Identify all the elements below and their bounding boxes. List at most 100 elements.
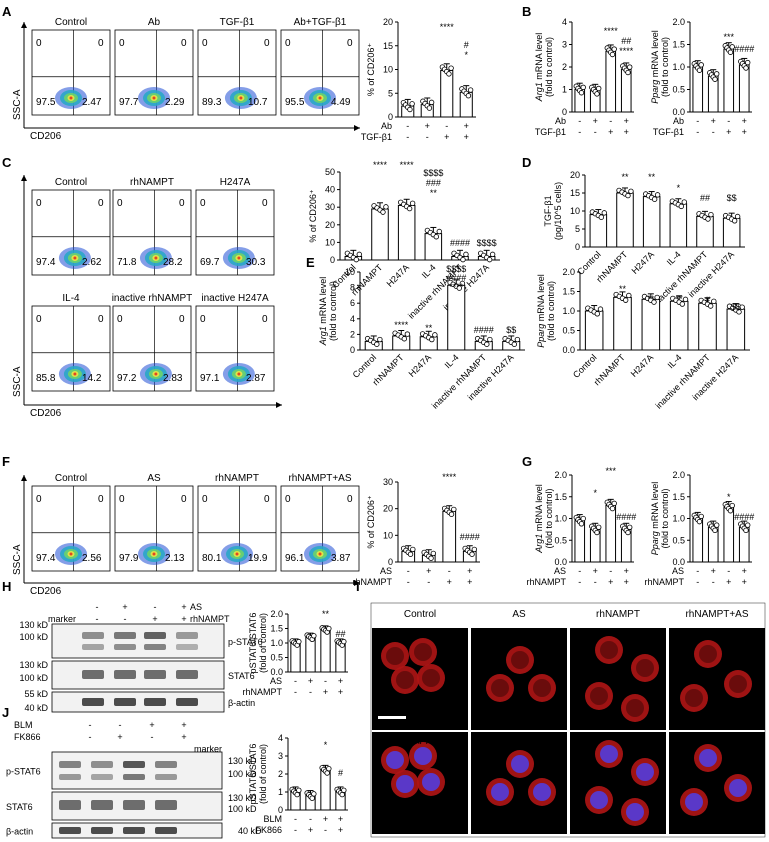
y-tick-label: 0.5 — [270, 653, 283, 663]
data-point — [743, 527, 749, 534]
data-point — [326, 765, 332, 772]
y-tick-label: 1.0 — [270, 638, 283, 648]
density-blob — [239, 96, 243, 100]
density-blob — [154, 372, 158, 376]
data-point — [401, 336, 408, 342]
lane-sign: - — [89, 720, 92, 730]
condition-row-label: rhNAMPT — [352, 577, 392, 587]
panel-letter-d: D — [522, 155, 531, 170]
flow-title: inactive H247A — [201, 293, 269, 304]
category-label: H247A — [630, 249, 657, 276]
quadrant-ll-value: 97.1 — [200, 373, 220, 384]
condition-sign: + — [624, 127, 629, 137]
data-point — [430, 550, 437, 557]
condition-sign: + — [711, 566, 716, 576]
significance-mark: ** — [647, 294, 655, 304]
significance-mark: # — [705, 295, 710, 305]
flow-plot-f-4: rhNAMPT+AS 0 0 96.1 3.87 — [280, 473, 360, 572]
condition-sign: - — [309, 814, 312, 824]
data-point — [341, 638, 347, 645]
quadrant-lr-value: 2.13 — [165, 553, 185, 564]
density-blob — [73, 372, 77, 376]
data-point — [729, 502, 735, 509]
scale-bar — [378, 716, 406, 719]
y-tick-label: 0 — [330, 255, 335, 265]
data-point — [374, 341, 380, 347]
y-tick-label: 10 — [383, 530, 393, 540]
data-point — [696, 67, 703, 73]
data-point — [409, 101, 415, 107]
bar — [696, 215, 714, 248]
y-tick-label: 5 — [388, 88, 393, 98]
y-tick-label: 10 — [570, 206, 580, 216]
significance-mark: **** — [440, 22, 455, 32]
data-point — [511, 341, 518, 347]
quadrant-ul-value: 0 — [202, 494, 208, 505]
significance-mark: ## — [335, 629, 345, 639]
density-blob — [154, 256, 158, 260]
protein-band — [59, 761, 81, 768]
bar — [613, 296, 632, 351]
data-point — [448, 65, 454, 71]
microscopy-grid: Control AS rhNAMPT rhNAMPT+AS STAT6 STAT6 DAPI — [370, 602, 766, 838]
data-point — [578, 90, 585, 96]
condition-row-label: rhNAMPT — [644, 577, 684, 587]
kd-label: 100 kD — [19, 632, 48, 642]
quadrant-ul-value: 0 — [36, 38, 42, 49]
protein-band — [114, 670, 136, 679]
quadrant-ll-value: 85.8 — [36, 373, 56, 384]
quadrant-ul-value: 0 — [119, 38, 125, 49]
quadrant-ll-value: 97.4 — [36, 553, 56, 564]
condition-sign: - — [696, 577, 699, 587]
y-tick-label: 2.0 — [672, 470, 685, 480]
quadrant-lr-value: 2.47 — [82, 97, 102, 108]
condition-sign: + — [323, 814, 328, 824]
data-point — [594, 91, 600, 97]
y-axis-label: pSTAT6/STAT6 — [248, 744, 258, 805]
quadrant-ul-value: 0 — [285, 494, 291, 505]
y-axis-label-2: (pg/10^5 cells) — [553, 182, 563, 240]
data-point — [484, 341, 490, 347]
cell-nucleus-dapi — [511, 755, 529, 773]
panel-letter-i: I — [356, 579, 360, 594]
bar — [589, 214, 608, 248]
condition-sign: - — [609, 116, 612, 126]
bar — [424, 233, 443, 261]
y-tick-label: 0.5 — [672, 535, 685, 545]
category-label: Control — [571, 352, 599, 380]
quadrant-ur-value: 0 — [98, 314, 104, 325]
data-point — [681, 199, 687, 205]
cell-nucleus-dapi — [396, 775, 414, 793]
condition-row-label: AS — [672, 566, 684, 576]
flow-title: IL-4 — [62, 293, 80, 304]
category-label: IL-4 — [443, 352, 461, 370]
significance-mark: $$ — [506, 325, 516, 335]
condition-sign: + — [308, 676, 313, 686]
protein-band — [91, 800, 113, 810]
lane-sign: - — [154, 602, 157, 612]
panel-c-axes-x-label: CD206 — [30, 408, 62, 419]
y-tick-label: 1.0 — [672, 514, 685, 524]
protein-band — [91, 774, 113, 780]
quadrant-lr-value: 2.56 — [82, 553, 102, 564]
y-tick-label: 20 — [383, 17, 393, 27]
quadrant-lr-value: 2.87 — [246, 373, 266, 384]
cell-nucleus-dapi — [600, 745, 618, 763]
y-tick-label: 1.0 — [562, 306, 575, 316]
flow-plot-f-1: Control 0 0 97.4 2.56 — [31, 473, 111, 572]
y-axis-label-2: (fold to control) — [660, 488, 670, 548]
flow-title: inactive rhNAMPT — [112, 293, 193, 304]
data-point — [448, 511, 455, 517]
panel-c-axes-y-label: SSC-A — [12, 366, 23, 397]
panel-letter-j: J — [2, 705, 9, 720]
y-tick-label: 8 — [350, 283, 355, 293]
data-point — [428, 555, 434, 561]
condition-sign: - — [406, 132, 409, 142]
y-axis-label: Pparg mRNA level — [650, 30, 660, 104]
y-tick-label: 0.0 — [270, 667, 283, 677]
category-label: H247A — [385, 262, 412, 289]
data-point — [698, 513, 704, 520]
quadrant-ur-value: 0 — [181, 38, 187, 49]
flow-plot-c-6: inactive H247A 0 0 97.1 2.87 — [195, 293, 275, 392]
